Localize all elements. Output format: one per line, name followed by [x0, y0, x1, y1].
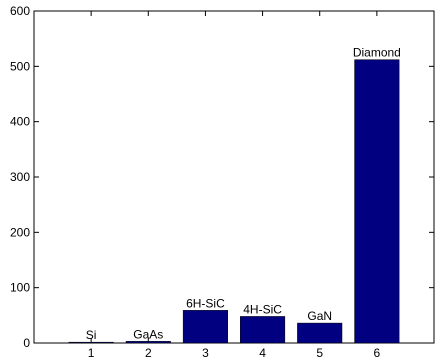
y-tick-label: 600 — [10, 4, 30, 18]
y-tick-label: 300 — [10, 170, 30, 184]
bar-data-label: Si — [86, 328, 97, 342]
bar-data-label: GaN — [307, 309, 332, 323]
bar — [125, 341, 171, 344]
x-tick-label: 6 — [374, 346, 381, 358]
y-tick-label: 0 — [23, 336, 30, 350]
bars — [68, 59, 400, 344]
bar-data-label: 6H-SiC — [186, 296, 225, 310]
bar — [297, 322, 343, 344]
y-tick-label: 400 — [10, 115, 30, 129]
x-tick-label: 5 — [316, 346, 323, 358]
bar — [182, 310, 228, 344]
bar-data-label: GaAs — [133, 327, 163, 341]
y-tick-label: 500 — [10, 59, 30, 73]
x-tick-label: 4 — [259, 346, 266, 358]
bar-data-label: Diamond — [353, 46, 401, 60]
bar — [240, 316, 286, 344]
bar — [354, 59, 400, 344]
data-labels: Si GaAs 6H-SiC 4H-SiC GaN Diamond — [86, 46, 401, 342]
x-tick-label: 1 — [88, 346, 95, 358]
x-tick-label: 2 — [145, 346, 152, 358]
y-tick-label: 100 — [10, 281, 30, 295]
bar — [68, 341, 114, 344]
y-tick-label: 200 — [10, 225, 30, 239]
bar-data-label: 4H-SiC — [243, 302, 282, 316]
x-tick-label: 3 — [202, 346, 209, 358]
y-axis: 0 100 200 300 400 500 600 — [10, 4, 434, 350]
